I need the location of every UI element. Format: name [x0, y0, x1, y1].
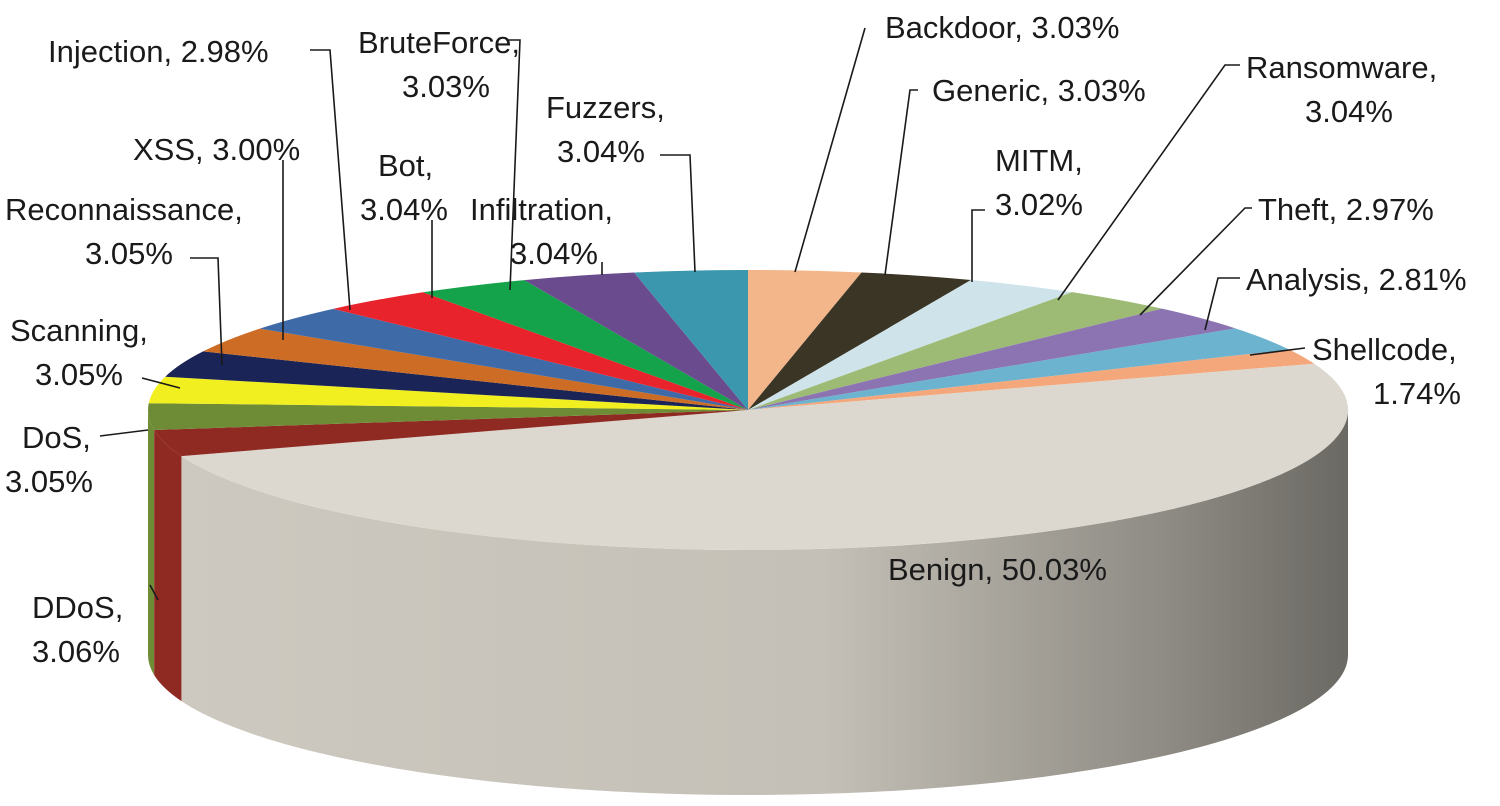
pie-slice-bot: [333, 292, 748, 410]
data-label-fuzzers: Fuzzers, 3.04%: [546, 90, 665, 169]
data-label-line: DDoS,: [32, 590, 123, 625]
pie-slice-ransomware: [748, 292, 1162, 410]
pie-side: [148, 410, 1349, 795]
pie-slice-xss: [203, 328, 749, 410]
data-label-line: Fuzzers,: [546, 90, 665, 125]
leader-line-fuzzers: [660, 154, 696, 273]
data-label-line: 3.04%: [557, 134, 645, 169]
data-label-line: Backdoor, 3.03%: [885, 10, 1119, 45]
data-label-line: MITM,: [995, 143, 1083, 178]
leader-line-ddos: [149, 584, 159, 601]
pie-slice-fuzzers: [634, 270, 748, 410]
data-label-line: Reconnaissance,: [5, 192, 243, 227]
data-label-dos: DoS, 3.05%: [5, 420, 93, 499]
data-label-line: BruteForce,: [358, 25, 520, 60]
pie-slice-injection: [259, 308, 748, 410]
leader-lines: [99, 27, 1306, 601]
data-label-infiltration: Infiltration, 3.04%: [470, 192, 613, 271]
leader-line-mitm: [971, 209, 985, 282]
data-labels: Backdoor, 3.03% Generic, 3.03% MITM, 3.02% R…: [5, 10, 1467, 669]
data-label-bot: Bot, 3.04%: [360, 148, 448, 227]
pie-slice-infiltration: [524, 272, 748, 410]
pie-slice-shellcode: [748, 349, 1315, 410]
data-label-line: Theft, 2.97%: [1258, 192, 1434, 227]
data-label-line: 3.03%: [402, 69, 490, 104]
pie-slice-ddos: [154, 410, 749, 457]
leader-line-dos: [99, 429, 149, 437]
data-label-line: Injection, 2.98%: [48, 34, 269, 69]
pie-slice-bruteforce: [423, 280, 748, 410]
pie-side-benign: [181, 410, 1349, 795]
data-label-line: 3.06%: [32, 634, 120, 669]
data-label-reconnaissance: Reconnaissance, 3.05%: [5, 192, 243, 271]
data-label-line: XSS, 3.00%: [133, 132, 300, 167]
data-label-line: Generic, 3.03%: [932, 73, 1146, 108]
data-label-benign: Benign, 50.03%: [888, 552, 1107, 587]
pie-slice-theft: [748, 308, 1236, 410]
pie-slice-dos: [148, 403, 748, 430]
data-label-analysis: Analysis, 2.81%: [1246, 262, 1467, 297]
data-label-theft: Theft, 2.97%: [1258, 192, 1434, 227]
leader-line-generic: [884, 89, 918, 276]
data-label-line: 3.04%: [360, 192, 448, 227]
leader-line-injection: [310, 49, 351, 311]
data-label-line: Analysis, 2.81%: [1246, 262, 1467, 297]
data-label-bruteforce: BruteForce, 3.03%: [358, 25, 520, 104]
leader-line-scanning: [141, 377, 181, 389]
leader-line-theft: [1139, 207, 1252, 316]
pie-slice-backdoor: [748, 270, 862, 410]
data-label-line: 1.74%: [1373, 376, 1461, 411]
pie-slice-mitm: [748, 280, 1073, 410]
data-label-line: Scanning,: [10, 313, 148, 348]
leader-line-reconnaissance: [190, 257, 223, 366]
data-label-line: Ransomware,: [1246, 50, 1437, 85]
leader-line-analysis: [1204, 277, 1240, 331]
leader-line-bruteforce: [508, 39, 521, 291]
pie-slice-reconnaissance: [165, 351, 748, 410]
pie-side-dos: [148, 410, 155, 675]
data-label-line: 3.05%: [5, 464, 93, 499]
pie-slice-scanning: [148, 376, 749, 410]
data-label-line: 3.02%: [995, 187, 1083, 222]
data-label-xss: XSS, 3.00%: [133, 132, 300, 167]
leader-line-backdoor: [794, 27, 866, 273]
data-label-scanning: Scanning, 3.05%: [10, 313, 148, 392]
pie-slice-generic: [748, 272, 971, 410]
pie-side-ddos: [154, 429, 182, 702]
data-label-line: Bot,: [378, 148, 433, 183]
data-label-line: Shellcode,: [1312, 332, 1457, 367]
pie-slice-benign: [181, 363, 1348, 550]
data-label-mitm: MITM, 3.02%: [995, 143, 1083, 222]
pie-top: [148, 270, 1348, 550]
data-label-ransomware: Ransomware, 3.04%: [1246, 50, 1437, 129]
leader-line-ransomware: [1057, 64, 1240, 301]
data-label-line: Infiltration,: [470, 192, 613, 227]
data-label-backdoor: Backdoor, 3.03%: [885, 10, 1119, 45]
data-label-line: Benign, 50.03%: [888, 552, 1107, 587]
data-label-line: 3.05%: [85, 236, 173, 271]
pie-slice-analysis: [748, 328, 1290, 410]
data-label-generic: Generic, 3.03%: [932, 73, 1146, 108]
data-label-line: 3.04%: [1305, 94, 1393, 129]
data-label-ddos: DDoS, 3.06%: [32, 590, 123, 669]
data-label-injection: Injection, 2.98%: [48, 34, 269, 69]
data-label-shellcode: Shellcode, 1.74%: [1312, 332, 1461, 411]
leader-line-shellcode: [1249, 347, 1306, 356]
data-label-line: 3.04%: [510, 236, 598, 271]
data-label-line: 3.05%: [35, 357, 123, 392]
data-label-line: DoS,: [22, 420, 91, 455]
